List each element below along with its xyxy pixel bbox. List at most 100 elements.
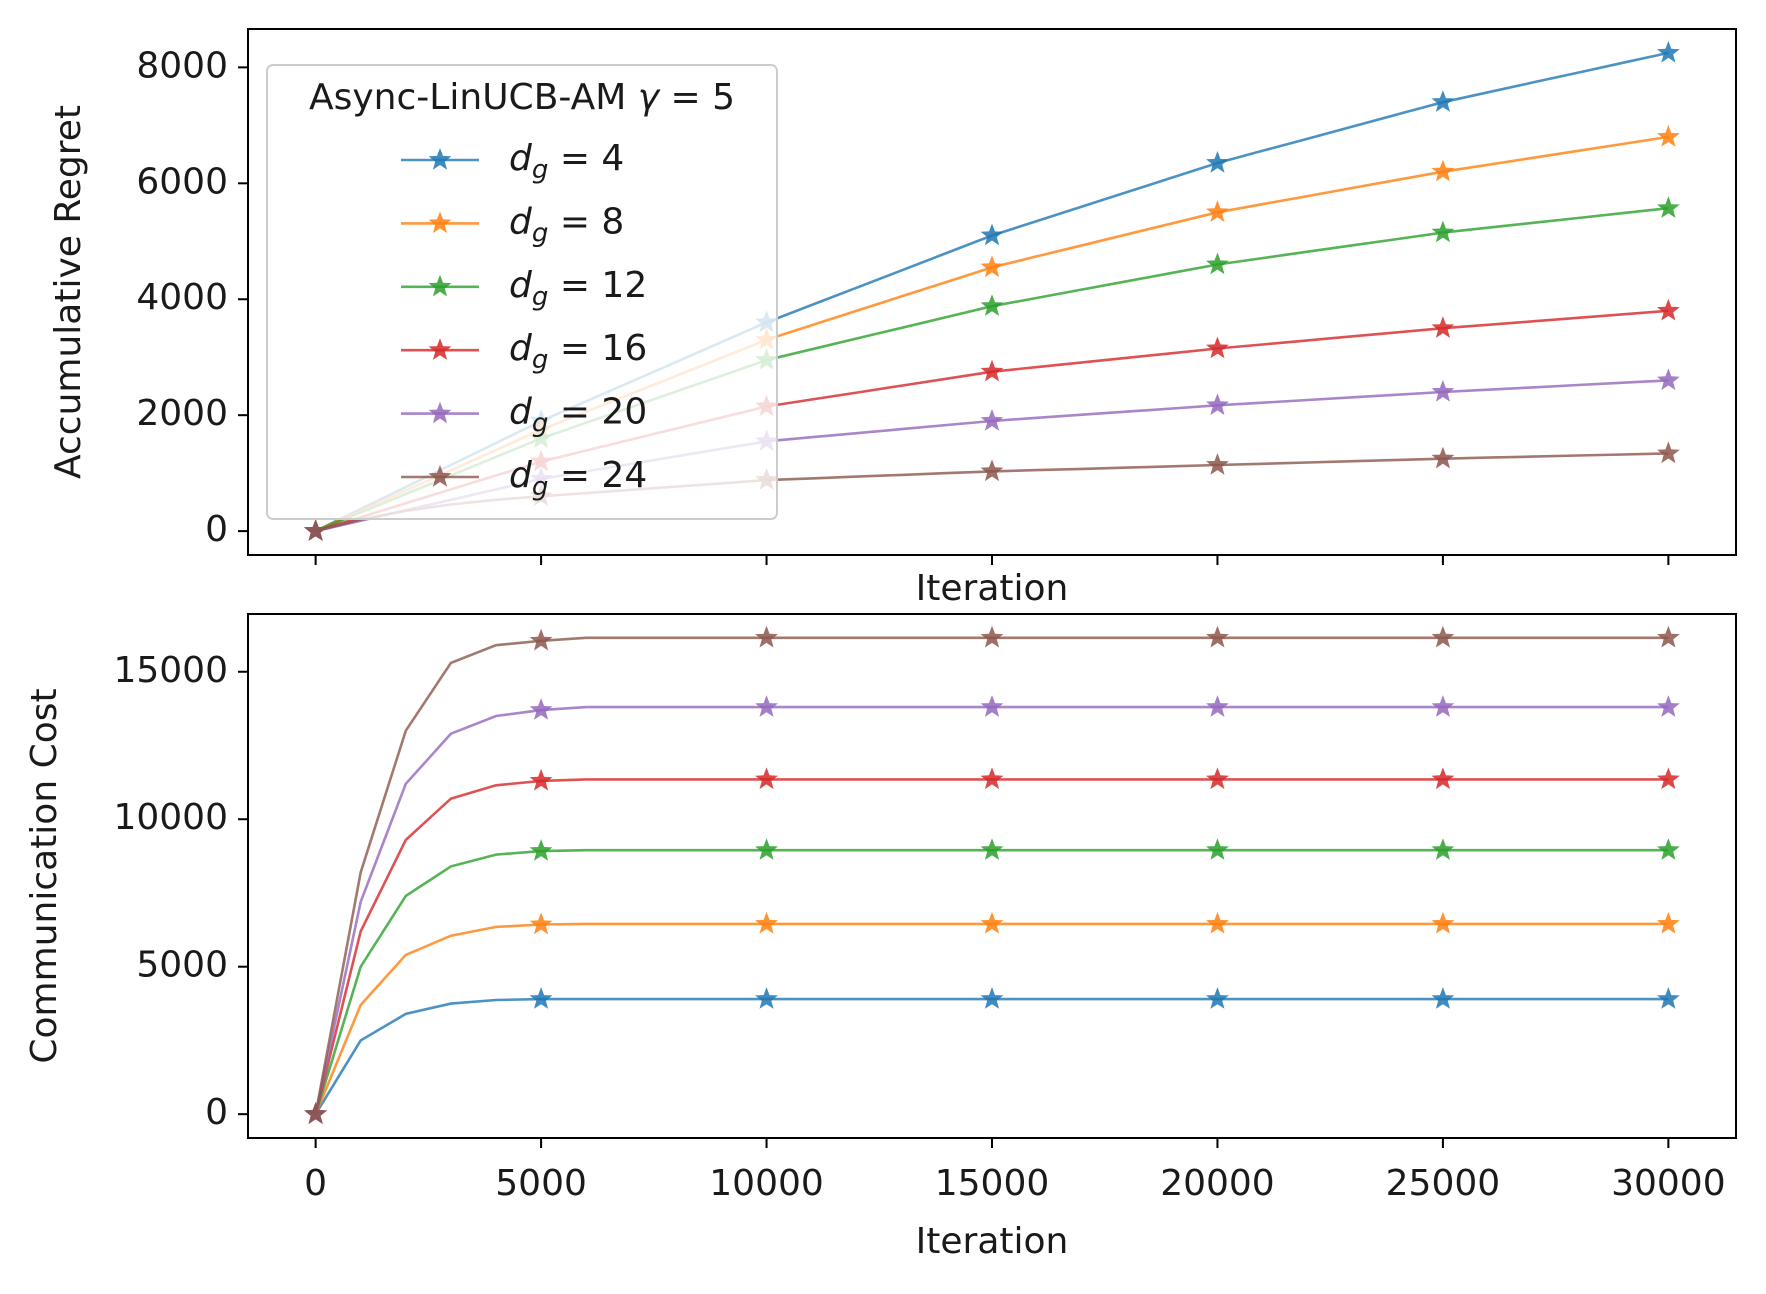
marker: [1206, 625, 1229, 648]
marker: [1431, 987, 1455, 1009]
legend-label: dg = 20: [509, 392, 647, 439]
marker: [1206, 695, 1229, 717]
legend-label: dg = 8: [509, 201, 624, 248]
marker: [1206, 151, 1229, 173]
legend-box: [266, 64, 778, 520]
marker: [980, 409, 1004, 431]
marker: [755, 838, 778, 860]
marker: [1657, 838, 1680, 860]
y-axis-label: Communication Cost: [24, 688, 65, 1063]
marker: [980, 695, 1004, 717]
marker: [1206, 336, 1229, 359]
marker: [1431, 220, 1455, 243]
marker: [980, 459, 1004, 482]
marker: [529, 839, 553, 861]
marker: [1431, 695, 1455, 717]
x-axis-label: Iteration: [916, 568, 1069, 609]
y-tick-label: 15000: [113, 650, 228, 691]
marker: [755, 695, 778, 717]
marker: [1206, 911, 1229, 934]
legend-marker: [428, 274, 452, 297]
x-tick-label: 10000: [709, 1163, 824, 1204]
marker: [1657, 40, 1680, 63]
marker: [980, 223, 1004, 246]
marker: [1206, 453, 1229, 475]
marker: [1657, 196, 1680, 218]
y-tick-label: 5000: [136, 945, 228, 986]
legend-label: dg = 24: [509, 455, 647, 502]
x-tick-label: 30000: [1611, 1163, 1726, 1204]
marker: [1206, 200, 1229, 222]
legend-marker: [428, 211, 452, 234]
marker: [529, 987, 553, 1009]
y-tick-label: 0: [205, 1092, 228, 1133]
marker: [529, 768, 553, 791]
marker: [1657, 124, 1680, 147]
series-line: [314, 848, 1669, 1115]
legend-label: dg = 12: [509, 265, 647, 312]
legend-title: Async-LinUCB-AM γ = 5: [309, 77, 735, 118]
x-tick-label: 0: [304, 1163, 327, 1204]
x-tick-label: 5000: [495, 1163, 587, 1204]
y-tick-label: 10000: [113, 797, 228, 838]
y-tick-label: 0: [205, 509, 228, 550]
marker: [1431, 380, 1455, 402]
marker: [755, 911, 778, 934]
marker: [755, 987, 778, 1009]
x-tick-label: 20000: [1160, 1163, 1275, 1204]
marker: [1431, 838, 1455, 860]
marker: [1206, 767, 1229, 790]
marker: [980, 359, 1004, 382]
legend-label: dg = 16: [509, 328, 647, 375]
marker: [304, 1102, 327, 1124]
marker: [1431, 911, 1455, 934]
marker: [1431, 446, 1455, 469]
series-line: [314, 778, 1669, 1115]
marker: [1657, 625, 1680, 648]
marker: [1206, 838, 1229, 860]
marker: [1657, 695, 1680, 717]
marker: [1431, 625, 1455, 648]
y-tick-label: 6000: [136, 161, 228, 202]
marker: [529, 912, 553, 935]
series-line: [314, 922, 1669, 1115]
marker: [1657, 987, 1680, 1009]
marker: [980, 838, 1004, 860]
marker: [1206, 252, 1229, 275]
y-axis-label: Accumulative Regret: [48, 105, 89, 479]
marker: [1657, 441, 1680, 464]
legend: Async-LinUCB-AM γ = 5 dg = 4 dg = 8 dg = 12…: [266, 64, 778, 520]
marker: [755, 625, 778, 648]
x-tick-label: 25000: [1386, 1163, 1501, 1204]
legend-marker: [428, 338, 452, 360]
marker: [980, 767, 1004, 790]
marker: [1657, 298, 1680, 321]
marker: [980, 255, 1004, 278]
marker: [1657, 368, 1680, 391]
legend-marker: [428, 465, 452, 487]
marker: [1431, 159, 1455, 182]
x-tick-label: 15000: [935, 1163, 1050, 1204]
marker: [529, 698, 553, 720]
y-tick-label: 4000: [136, 277, 228, 318]
series-line: [314, 997, 1669, 1115]
marker: [980, 911, 1004, 934]
marker: [1657, 767, 1680, 790]
axes-frame: [247, 613, 1737, 1139]
marker: [980, 294, 1004, 316]
marker: [980, 625, 1004, 648]
marker: [980, 987, 1004, 1009]
marker: [1206, 987, 1229, 1009]
marker: [1431, 90, 1455, 112]
legend-marker: [428, 401, 452, 424]
marker: [529, 628, 553, 651]
marker: [304, 519, 327, 541]
y-tick-label: 2000: [136, 393, 228, 434]
marker: [1206, 393, 1229, 415]
x-axis-label: Iteration: [916, 1221, 1069, 1262]
y-tick-label: 8000: [136, 45, 228, 86]
legend-label: dg = 4: [509, 138, 624, 185]
marker: [755, 767, 778, 790]
